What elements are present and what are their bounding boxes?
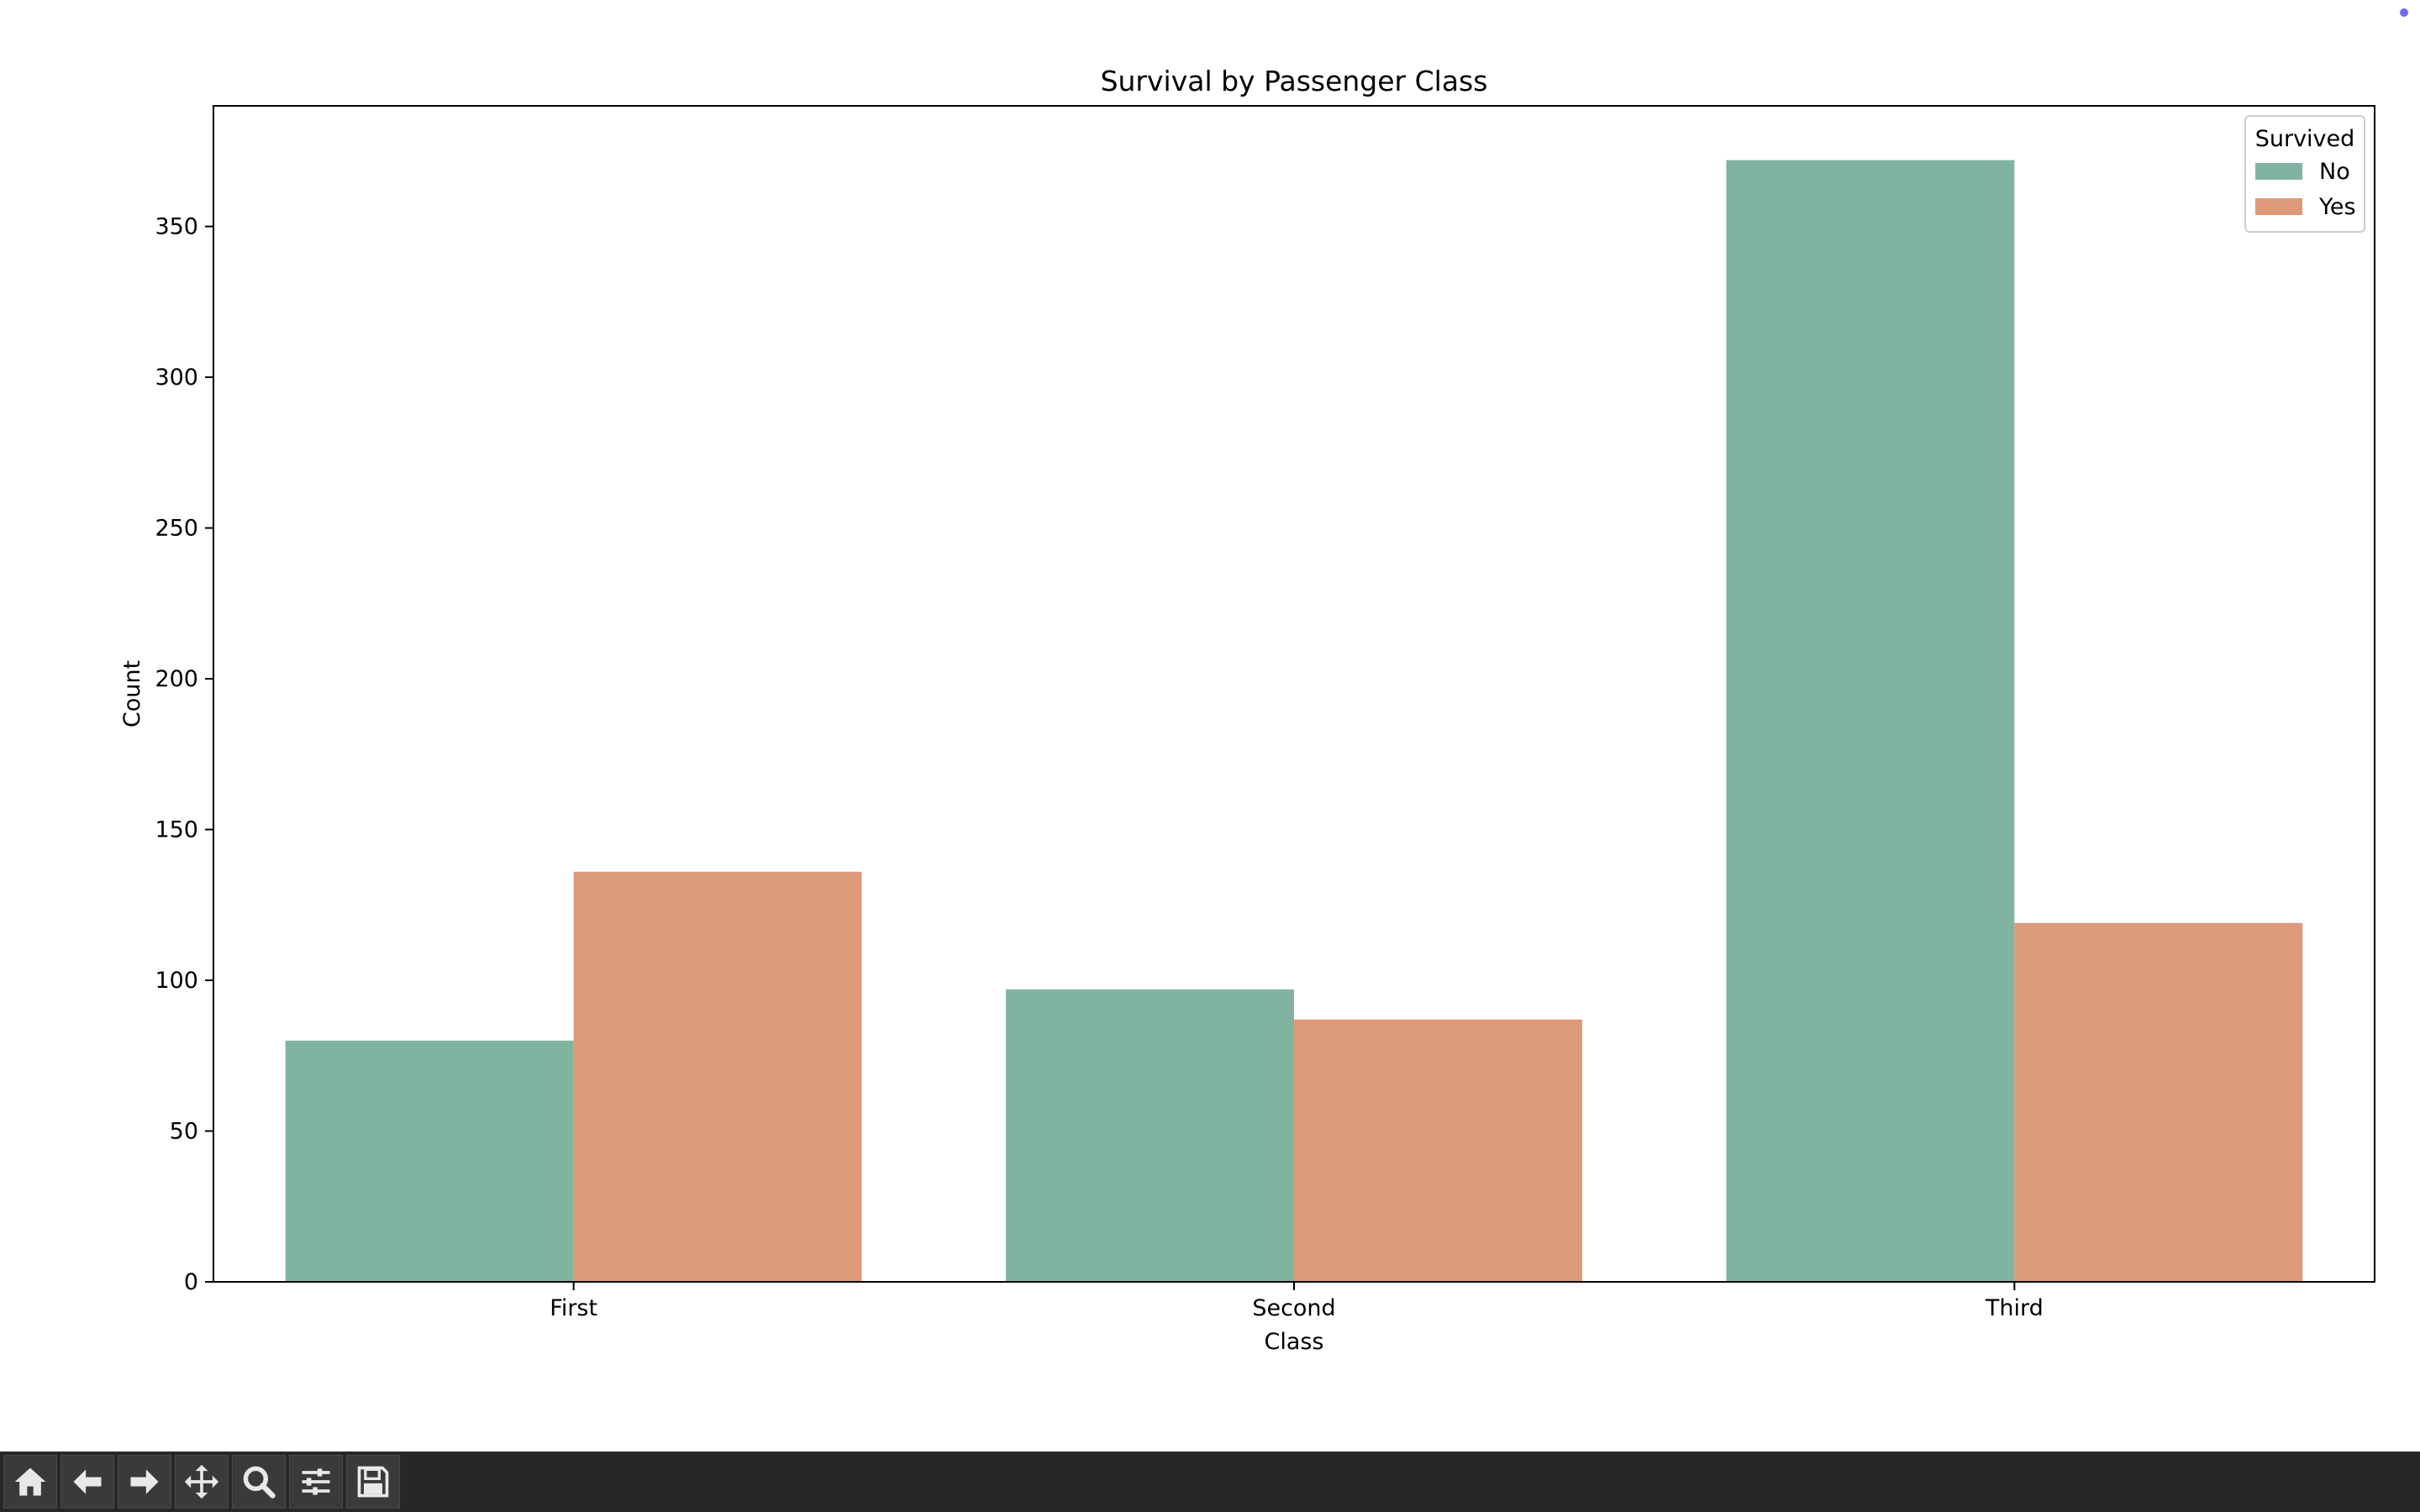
home-icon (14, 1467, 46, 1496)
legend-label-yes: Yes (2318, 194, 2356, 220)
y-axis-label: Count (119, 660, 145, 727)
bar-second-yes (1294, 1019, 1582, 1282)
legend-label-no: No (2319, 159, 2350, 185)
bar-third-no (1726, 160, 2015, 1283)
bar-first-yes (573, 871, 862, 1282)
y-tick-label: 0 (184, 1269, 198, 1295)
pan-icon (184, 1464, 219, 1499)
y-tick-label: 300 (155, 365, 198, 391)
y-tick-label: 100 (155, 968, 198, 994)
x-tick-label: Third (1985, 1295, 2044, 1321)
configure-subplots-icon (302, 1468, 330, 1495)
x-tick-label: First (550, 1295, 597, 1321)
bar-chart: 0 50 100 150 200 250 300 350 First Second Third Sur… (119, 65, 2375, 1355)
navigation-toolbar (0, 1452, 2420, 1512)
back-arrow-icon (73, 1469, 102, 1494)
save-button[interactable] (346, 1455, 400, 1509)
forward-button[interactable] (118, 1455, 171, 1509)
x-tick-label: Second (1252, 1295, 1335, 1321)
back-button[interactable] (60, 1455, 114, 1509)
bar-third-yes (2014, 922, 2303, 1282)
forward-arrow-icon (130, 1469, 159, 1494)
bar-second-no (1006, 989, 1294, 1282)
status-indicator (2400, 8, 2408, 17)
legend-swatch-no (2255, 163, 2302, 180)
y-tick-label: 350 (155, 214, 198, 240)
y-tick-label: 50 (170, 1119, 198, 1145)
home-button[interactable] (3, 1455, 57, 1509)
legend-title: Survived (2255, 126, 2355, 152)
pan-button[interactable] (175, 1455, 229, 1509)
zoom-icon (243, 1466, 276, 1499)
x-axis-label: Class (1264, 1329, 1323, 1355)
bar-first-no (285, 1040, 574, 1282)
configure-subplots-button[interactable] (289, 1455, 343, 1509)
save-icon (357, 1466, 389, 1498)
y-tick-label: 150 (155, 817, 198, 843)
legend-swatch-yes (2255, 198, 2302, 215)
figure: 0 50 100 150 200 250 300 350 First Second Third Sur… (119, 65, 2375, 1355)
chart-title: Survival by Passenger Class (1101, 65, 1488, 97)
y-tick-label: 250 (155, 516, 198, 542)
zoom-button[interactable] (232, 1455, 286, 1509)
y-tick-label: 200 (155, 666, 198, 692)
